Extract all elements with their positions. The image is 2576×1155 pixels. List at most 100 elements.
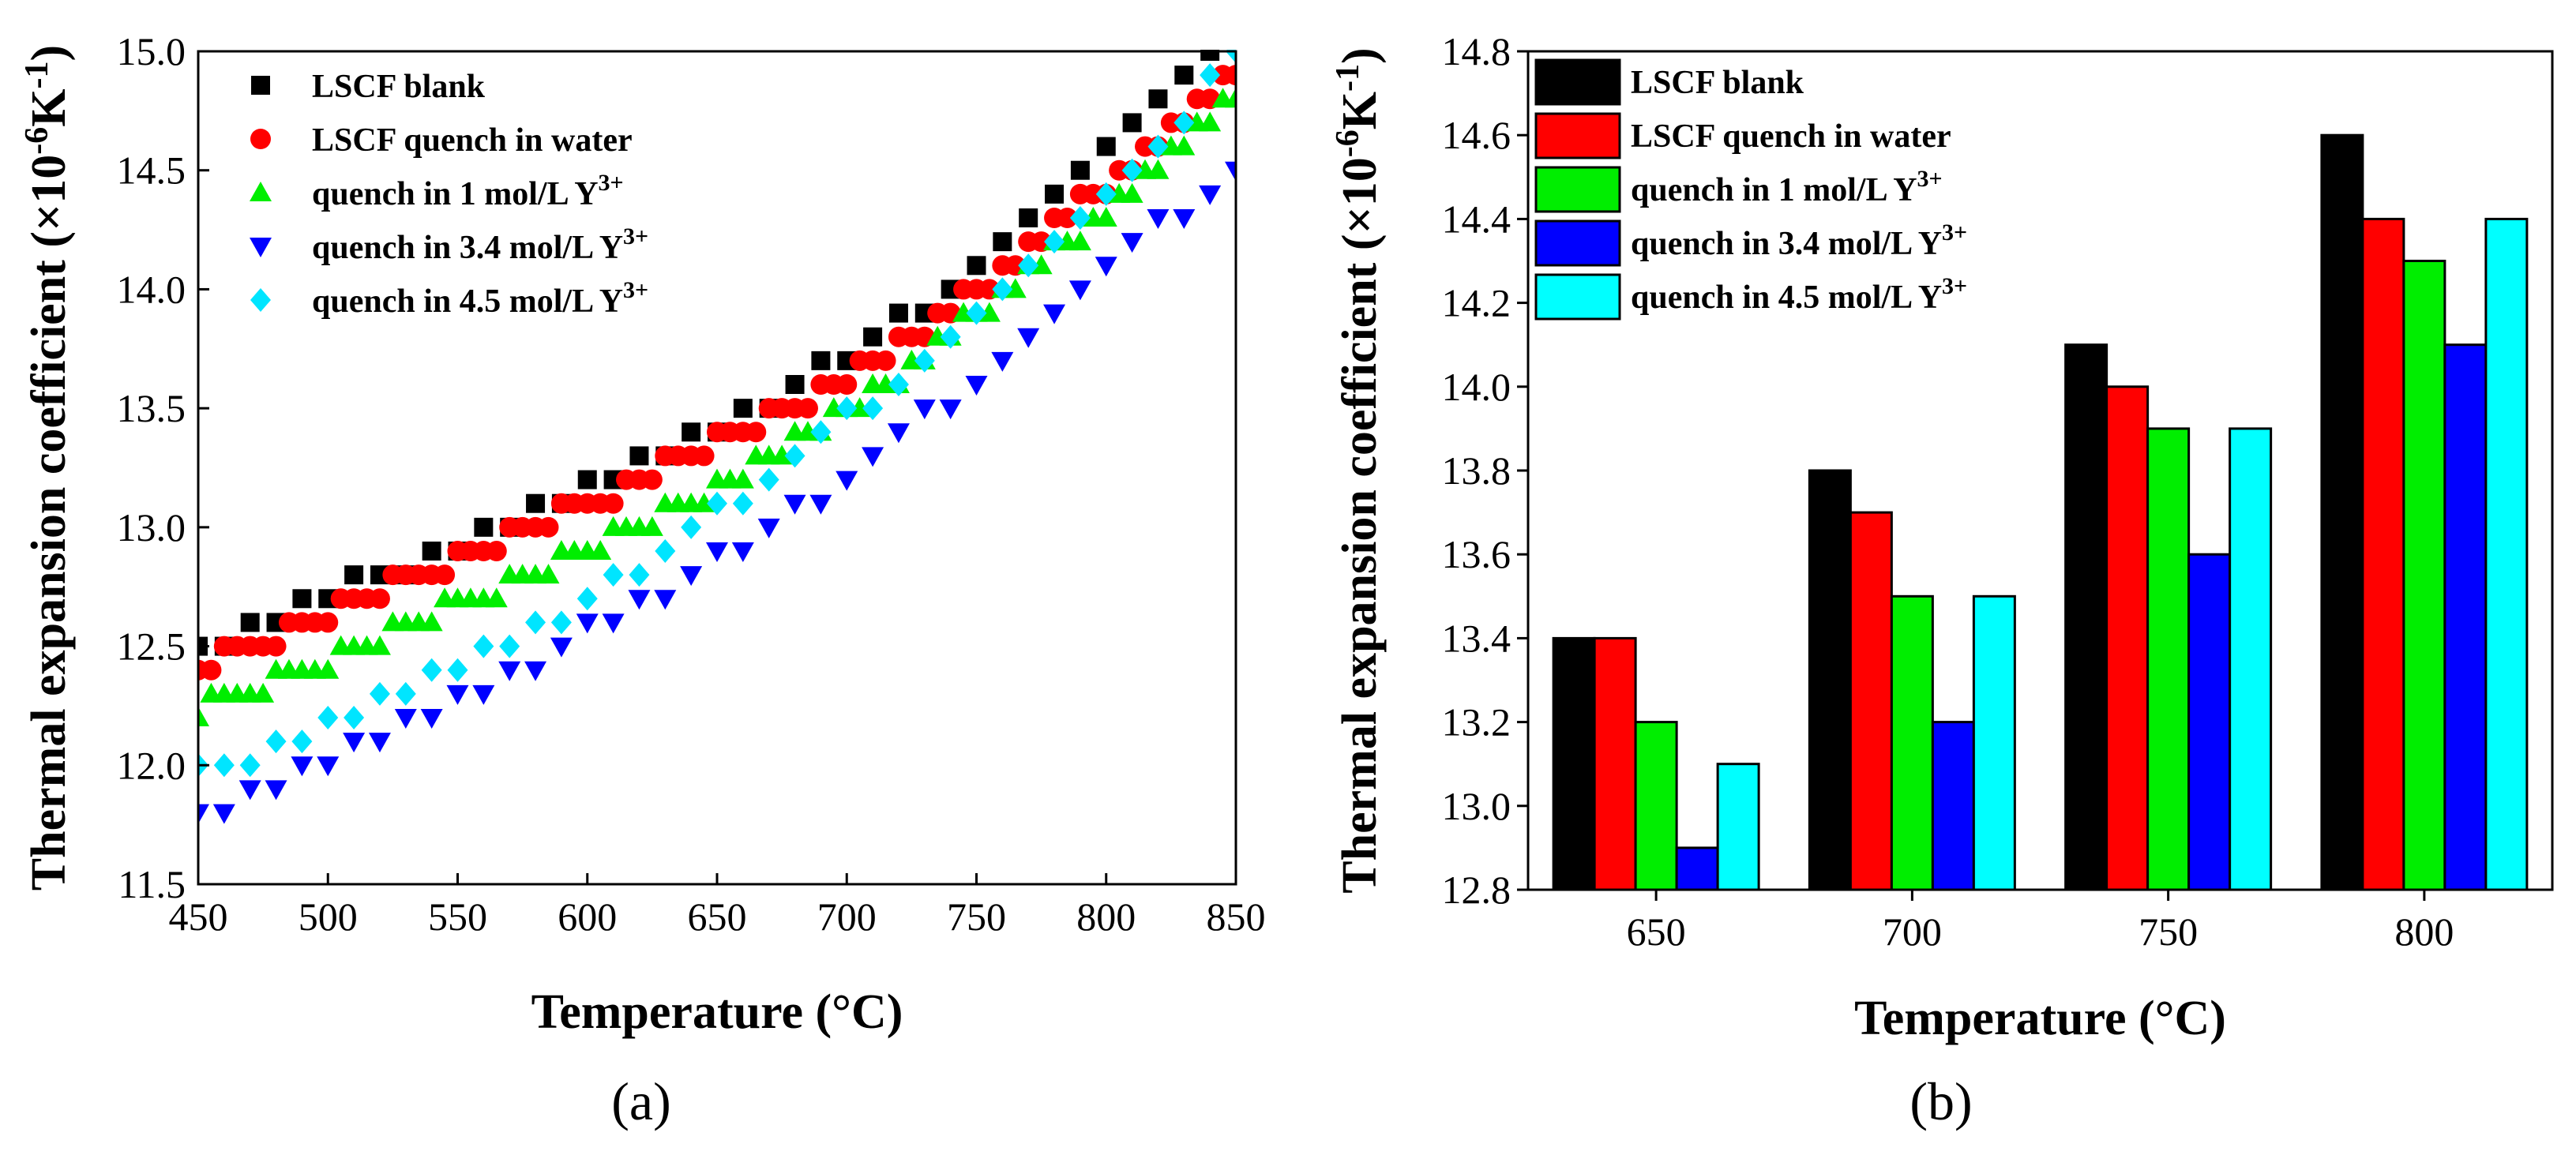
data-point (1057, 208, 1078, 228)
y-tick-label: 13.8 (1442, 448, 1511, 493)
data-point (550, 610, 572, 635)
legend-label: quench in 4.5 mol/L Y3+ (1631, 273, 1967, 316)
x-tick-label: 750 (2139, 909, 2198, 954)
data-point (603, 493, 624, 514)
x-tick-label: 800 (1076, 894, 1136, 939)
y-tick-label: 14.6 (1442, 113, 1511, 157)
legend-label: LSCF blank (312, 69, 486, 105)
data-point (991, 351, 1014, 372)
data-point (474, 517, 494, 537)
data-point (486, 541, 507, 561)
data-point (978, 302, 1001, 322)
data-point (344, 565, 364, 585)
data-point (368, 635, 391, 655)
data-point (198, 707, 209, 726)
legend-label: quench in 1 mol/L Y3+ (1631, 166, 1943, 208)
y-tick-label: 14.8 (1442, 29, 1511, 73)
data-point (707, 491, 727, 516)
legend-label: LSCF quench in water (312, 122, 633, 159)
data-point (1095, 207, 1117, 227)
data-point (291, 729, 313, 754)
data-point (1019, 208, 1038, 227)
data-point (369, 681, 390, 706)
series-3 (198, 161, 1236, 824)
data-point (238, 780, 261, 801)
data-point (680, 566, 703, 587)
legend-label: quench in 1 mol/L Y3+ (312, 170, 624, 212)
data-point (836, 471, 858, 491)
x-tick-label: 750 (947, 894, 1006, 939)
data-point (811, 351, 831, 370)
data-point (1147, 209, 1170, 229)
data-point (473, 634, 494, 658)
y-tick-label: 12.8 (1442, 868, 1511, 912)
data-point (1199, 111, 1222, 132)
data-point (252, 682, 275, 703)
data-point (965, 376, 988, 396)
bar (1675, 846, 1719, 891)
data-point (472, 684, 495, 705)
data-point (420, 709, 443, 729)
data-point (1070, 160, 1090, 180)
bar (1972, 594, 2016, 891)
data-point (887, 423, 910, 444)
legend-label: quench in 3.4 mol/L Y3+ (1631, 219, 1967, 262)
data-point (706, 542, 728, 562)
data-point (317, 658, 340, 679)
data-point (1122, 113, 1142, 133)
legend-swatch (1534, 58, 1621, 106)
y-tick-label: 13.6 (1442, 532, 1511, 576)
data-point (913, 399, 936, 420)
y-tick-label: 14.4 (1442, 197, 1511, 241)
data-point (863, 327, 883, 347)
data-point (1173, 111, 1195, 135)
x-axis-title: Temperature (°C) (531, 985, 903, 1039)
data-point (629, 446, 649, 466)
data-point (862, 396, 884, 421)
legend-swatch (1534, 273, 1621, 321)
legend-label: quench in 4.5 mol/L Y3+ (312, 277, 648, 320)
data-point (576, 613, 599, 634)
data-point (1199, 185, 1222, 205)
data-point (836, 396, 858, 421)
data-point (1045, 184, 1065, 204)
data-point (526, 493, 546, 513)
data-point (212, 804, 235, 824)
legend-marker (251, 76, 270, 95)
legend-marker (250, 182, 272, 201)
series-4 (198, 50, 1236, 778)
y-tick-label: 13.2 (1442, 700, 1511, 744)
panel-a-scatter-chart: 450 500 550 600 650 700 750 800 850 11.5 12.0 12.5 1… (19, 29, 1266, 1131)
data-point (731, 468, 754, 489)
data-point (785, 375, 805, 394)
data-point (641, 469, 663, 490)
data-point (966, 301, 987, 325)
plot-area (1552, 133, 2529, 891)
y-axis-title: Thermal expansion coefficient (×10-6K-1) (1330, 47, 1387, 893)
data-point (681, 515, 702, 539)
data-point (1200, 63, 1221, 88)
bar (1634, 721, 1678, 891)
legend-marker (250, 129, 271, 149)
data-point (1225, 161, 1236, 182)
data-point (394, 709, 417, 729)
data-point (745, 422, 767, 443)
x-tick-label: 600 (558, 894, 617, 939)
y-tick-label: 13.0 (117, 505, 186, 549)
x-tick-label: 650 (1627, 909, 1686, 954)
bar (2229, 427, 2273, 891)
data-point (201, 659, 222, 681)
data-point (369, 588, 390, 609)
data-point (848, 397, 871, 418)
y-tick-label: 13.5 (117, 386, 186, 430)
legend-swatch (1534, 219, 1621, 267)
data-point (797, 398, 818, 419)
data-point (940, 324, 961, 349)
data-point (682, 422, 701, 442)
plot-area (198, 50, 1236, 824)
legend-label: LSCF blank (1631, 65, 1804, 101)
data-point (395, 681, 416, 706)
data-point (1043, 304, 1066, 324)
legend: LSCF blank LSCF quench in water quench in … (250, 69, 648, 320)
